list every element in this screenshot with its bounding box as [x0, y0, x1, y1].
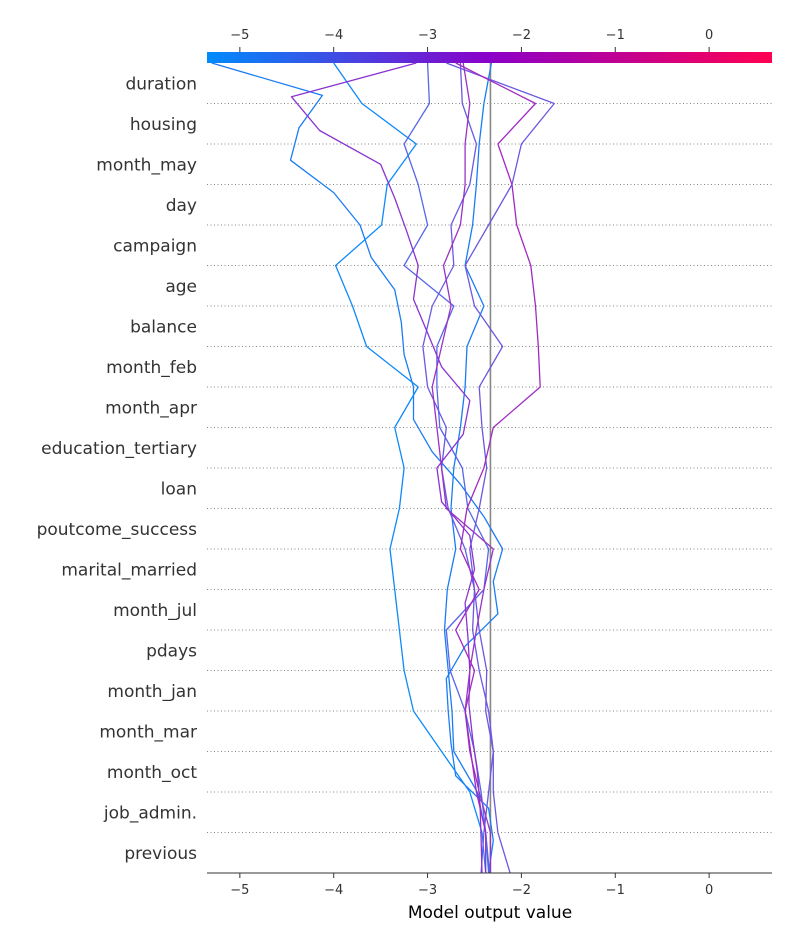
- decision-line: [455, 62, 541, 873]
- x-axis-title: Model output value: [408, 903, 572, 923]
- x-tick-label: −1: [606, 883, 625, 898]
- feature-label: poutcome_success: [37, 520, 198, 540]
- feature-label: balance: [130, 317, 197, 337]
- decision-line: [446, 62, 555, 874]
- x-tick-label: −5: [230, 883, 249, 898]
- feature-label: campaign: [113, 236, 197, 256]
- feature-label: age: [165, 277, 197, 297]
- feature-label: education_tertiary: [41, 439, 197, 459]
- feature-label: month_feb: [106, 358, 197, 378]
- feature-label: marital_married: [61, 560, 197, 580]
- top-tick-label: 0: [705, 28, 713, 43]
- top-tick-label: −1: [606, 28, 625, 43]
- x-tick-label: 0: [705, 883, 713, 898]
- top-tick-label: −2: [512, 28, 531, 43]
- feature-label: job_admin.: [103, 803, 197, 823]
- feature-label: loan: [161, 479, 197, 499]
- feature-label: month_oct: [107, 763, 197, 783]
- feature-label: day: [166, 196, 197, 216]
- feature-label: month_jul: [113, 601, 197, 621]
- decision-lines: [211, 62, 555, 874]
- decision-line: [422, 62, 494, 874]
- decision-line: [443, 62, 493, 874]
- decision-line: [403, 62, 491, 874]
- colorbar-gradient: [207, 52, 772, 63]
- top-tick-label: −3: [418, 28, 437, 43]
- decision-line: [333, 62, 487, 874]
- feature-label: month_jan: [107, 682, 197, 702]
- feature-label: duration: [125, 74, 197, 94]
- x-tick-label: −3: [418, 883, 437, 898]
- top-tick-label: −5: [230, 28, 249, 43]
- axes: −5 −5 −4 −4 −3 −3 −2 −2 −1 −1 0 0: [207, 28, 772, 898]
- x-tick-label: −2: [512, 883, 531, 898]
- top-tick-label: −4: [324, 28, 343, 43]
- feature-label: month_mar: [99, 722, 197, 742]
- feature-label: pdays: [146, 641, 197, 661]
- decision-line: [290, 62, 483, 874]
- decision-line: [211, 62, 504, 874]
- x-tick-label: −4: [324, 883, 343, 898]
- feature-label: month_may: [96, 155, 197, 175]
- feature-label: housing: [130, 115, 197, 135]
- colorbar: [207, 52, 772, 63]
- feature-label: month_apr: [105, 398, 197, 418]
- feature-label: previous: [124, 844, 197, 864]
